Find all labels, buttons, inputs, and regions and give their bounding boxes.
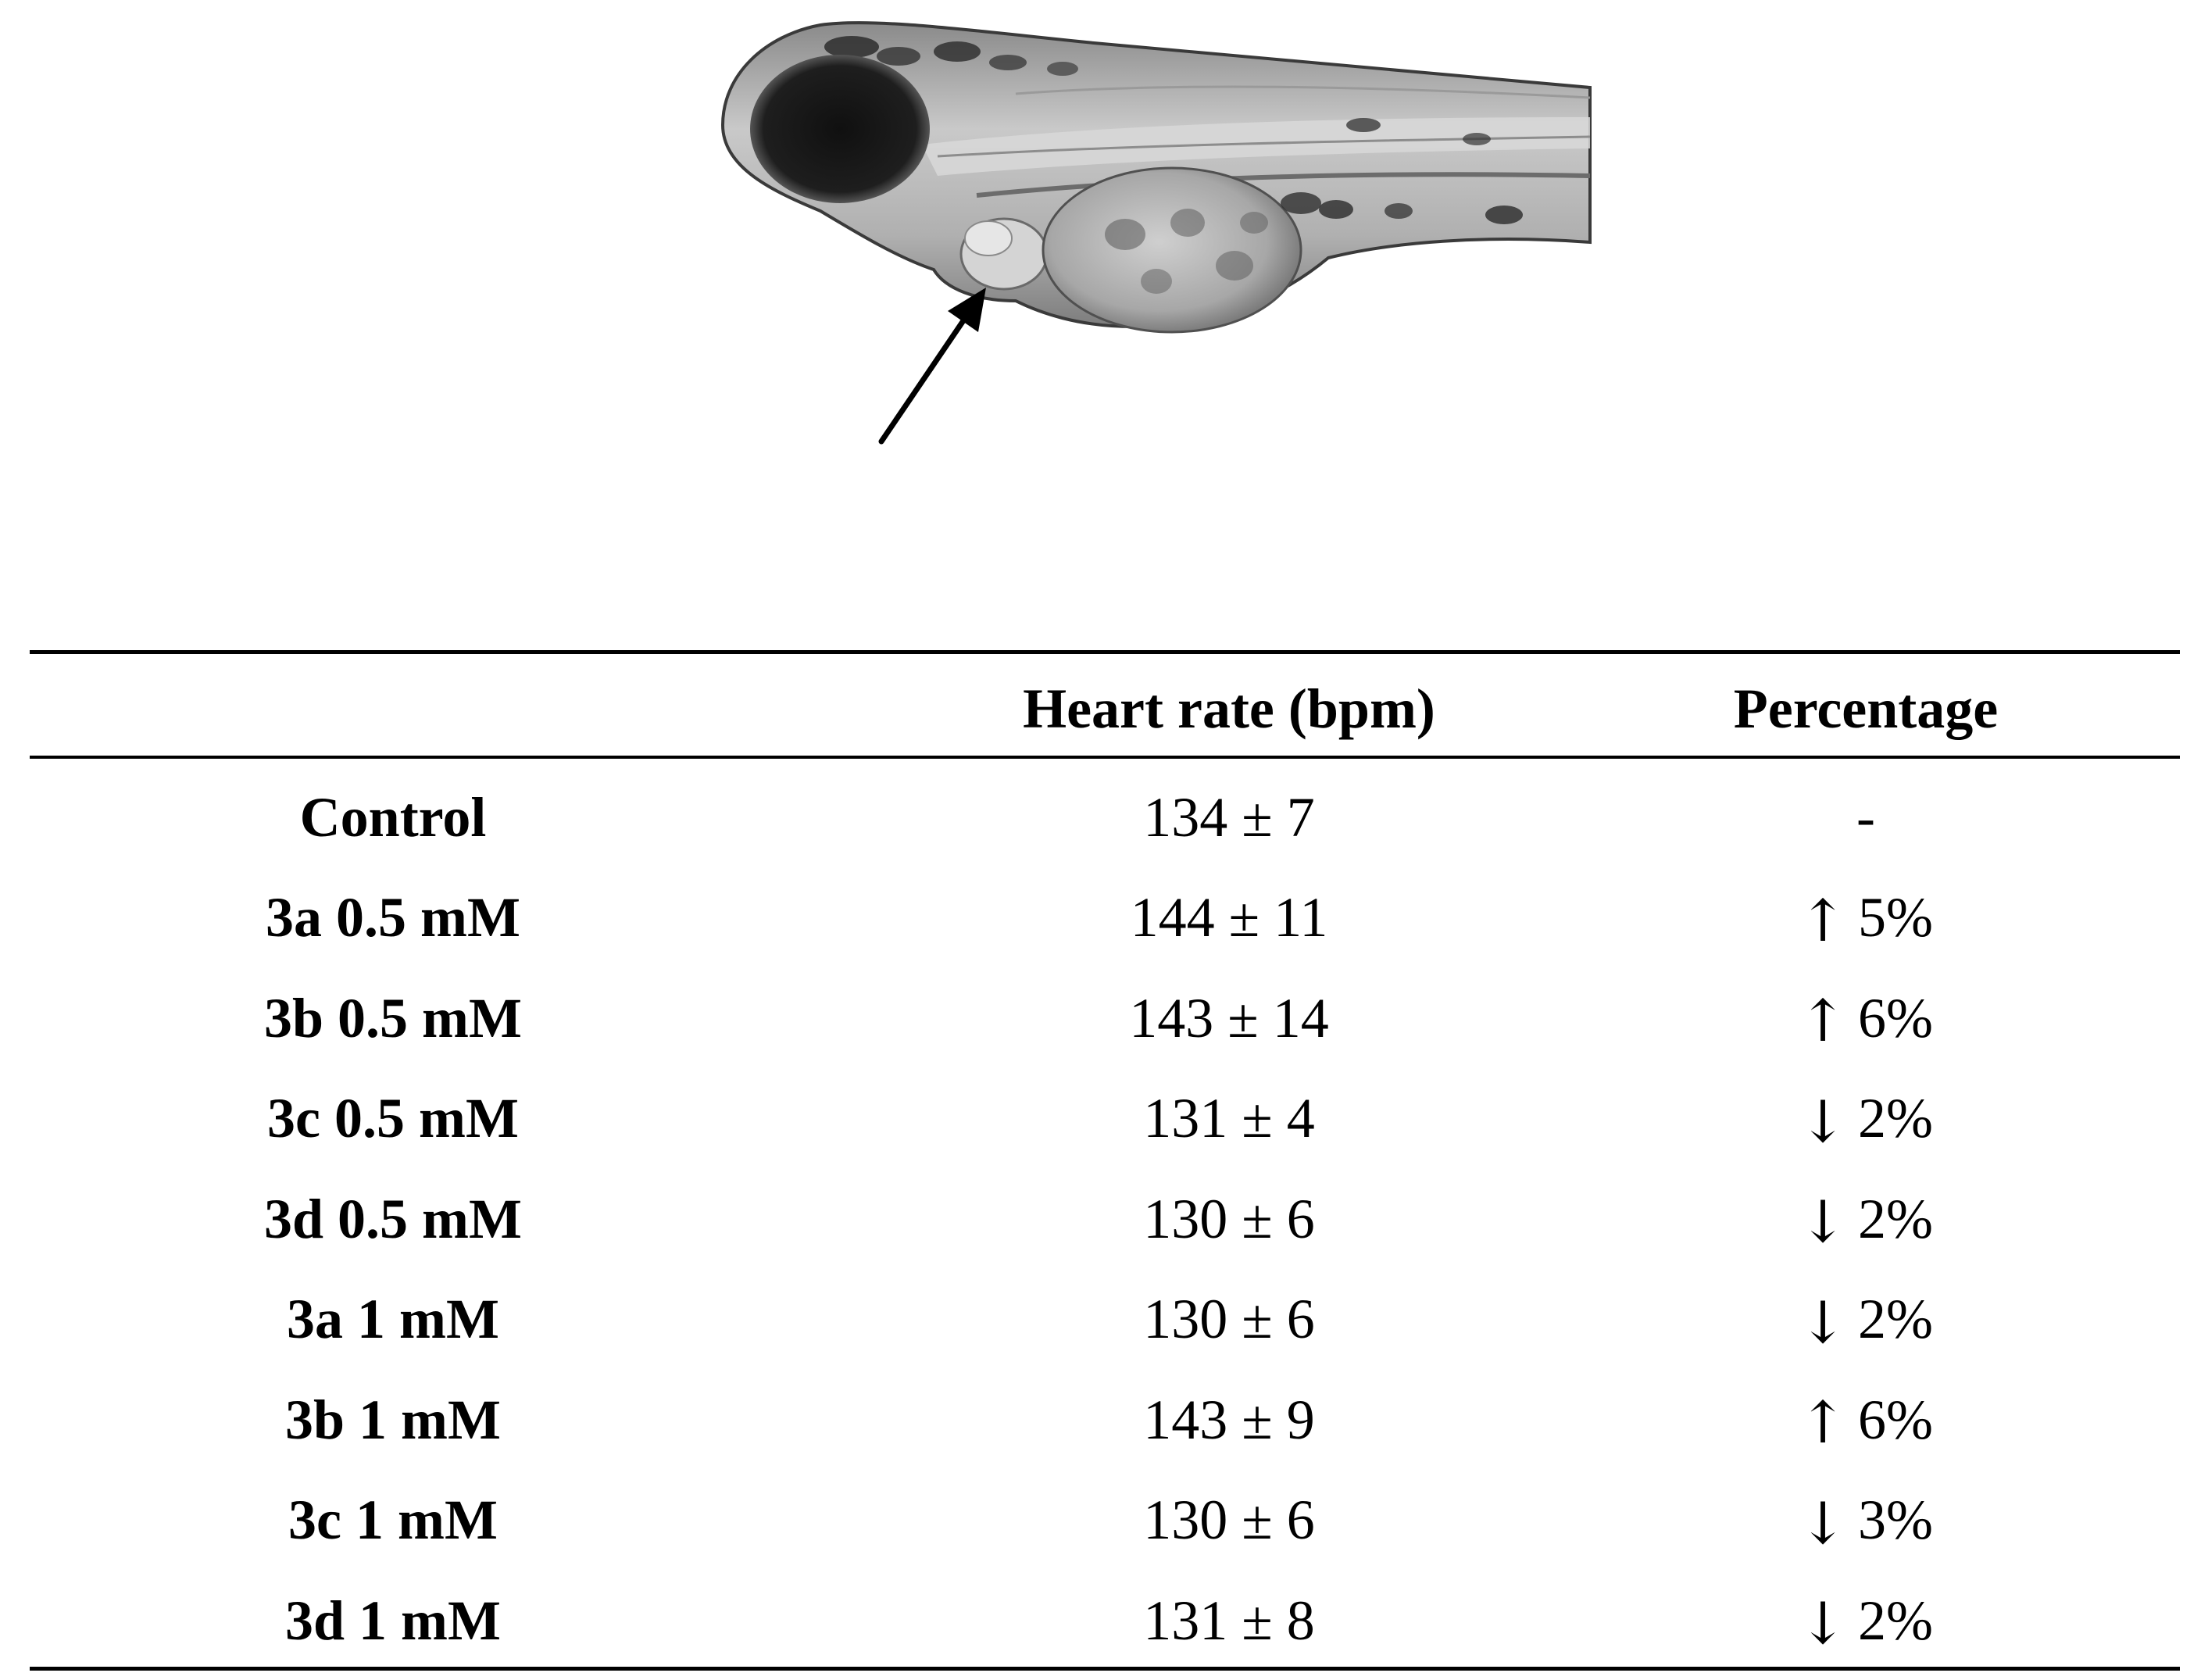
larva-eye [750, 55, 930, 203]
table-row: 3c 0.5 mM 131 ± 4 ↓ 2% [30, 1069, 2180, 1170]
down-arrow-icon: ↓ [1799, 1289, 1848, 1357]
percentage-value: - [1856, 785, 1875, 849]
row-percentage: ↓ 2% [1530, 1069, 2201, 1170]
row-heart-rate: 131 ± 4 [1143, 1087, 1315, 1150]
row-percentage: ↑ 6% [1530, 968, 2201, 1069]
header-percentage: Percentage [1733, 677, 1999, 740]
larva-yolk [1042, 166, 1302, 334]
larva-figure [0, 0, 2201, 563]
zebrafish-larva-image [720, 21, 1592, 445]
percentage-value: 5% [1858, 886, 1933, 949]
table-row: Control 134 ± 7 - [30, 767, 2180, 868]
up-arrow-icon: ↑ [1799, 887, 1848, 955]
table-row: 3c 1 mM 130 ± 6 ↓ 3% [30, 1471, 2180, 1571]
row-label: 3c 0.5 mM [267, 1087, 519, 1150]
row-heart-rate: 131 ± 8 [1143, 1589, 1315, 1652]
percentage-value: 6% [1858, 1388, 1933, 1451]
table-row: 3a 1 mM 130 ± 6 ↓ 2% [30, 1270, 2180, 1371]
table-row: 3a 0.5 mM 144 ± 11 ↑ 5% [30, 868, 2180, 969]
table-row: 3d 1 mM 131 ± 8 ↓ 2% [30, 1571, 2180, 1671]
table-bottom-rule [30, 1667, 2180, 1671]
row-heart-rate: 130 ± 6 [1143, 1489, 1315, 1552]
row-label: 3b 0.5 mM [264, 986, 522, 1049]
table-row: 3b 0.5 mM 143 ± 14 ↑ 6% [30, 968, 2180, 1069]
row-percentage: ↓ 3% [1530, 1471, 2201, 1571]
row-heart-rate: 130 ± 6 [1143, 1288, 1315, 1351]
row-percentage: ↓ 2% [1530, 1571, 2201, 1671]
table-row: 3d 0.5 mM 130 ± 6 ↓ 2% [30, 1169, 2180, 1270]
up-arrow-icon: ↑ [1799, 1389, 1848, 1457]
header-heart-rate: Heart rate (bpm) [1023, 677, 1435, 740]
row-heart-rate: 144 ± 11 [1130, 886, 1328, 949]
percentage-value: 2% [1858, 1087, 1933, 1150]
row-heart-rate: 143 ± 9 [1143, 1388, 1315, 1451]
row-heart-rate: 130 ± 6 [1143, 1187, 1315, 1250]
percentage-value: 3% [1858, 1489, 1933, 1552]
percentage-value: 2% [1858, 1589, 1933, 1652]
row-percentage: ↑ 5% [1530, 868, 2201, 969]
percentage-value: 2% [1858, 1187, 1933, 1250]
row-percentage: ↑ 6% [1530, 1370, 2201, 1471]
table-row: 3b 1 mM 143 ± 9 ↑ 6% [30, 1370, 2180, 1471]
row-label: 3a 1 mM [287, 1288, 499, 1351]
percentage-value: 2% [1858, 1288, 1933, 1351]
row-label: 3d 1 mM [285, 1589, 501, 1652]
row-label: Control [299, 785, 487, 849]
heart-pointer-arrow-icon [878, 288, 986, 445]
table-top-rule [30, 650, 2180, 654]
row-label: 3a 0.5 mM [266, 886, 520, 949]
table-header-row: Heart rate (bpm) Percentage [30, 666, 2180, 752]
down-arrow-icon: ↓ [1799, 1189, 1848, 1256]
percentage-value: 6% [1858, 986, 1933, 1049]
row-percentage: ↓ 2% [1530, 1270, 2201, 1371]
down-arrow-icon: ↓ [1799, 1590, 1848, 1658]
row-heart-rate: 143 ± 14 [1129, 986, 1329, 1049]
down-arrow-icon: ↓ [1799, 1489, 1848, 1557]
row-label: 3b 1 mM [285, 1388, 501, 1451]
header-label [30, 666, 756, 752]
row-label: 3d 0.5 mM [264, 1187, 522, 1250]
row-label: 3c 1 mM [288, 1489, 498, 1552]
up-arrow-icon: ↑ [1799, 988, 1848, 1056]
row-heart-rate: 134 ± 7 [1143, 785, 1315, 849]
down-arrow-icon: ↓ [1799, 1088, 1848, 1156]
table-header-rule [30, 756, 2180, 759]
row-percentage: ↓ 2% [1530, 1169, 2201, 1270]
row-percentage: - [1530, 767, 2201, 868]
table-body: Control 134 ± 7 - 3a 0.5 mM 144 ± 11 ↑ 5%… [30, 767, 2180, 1671]
